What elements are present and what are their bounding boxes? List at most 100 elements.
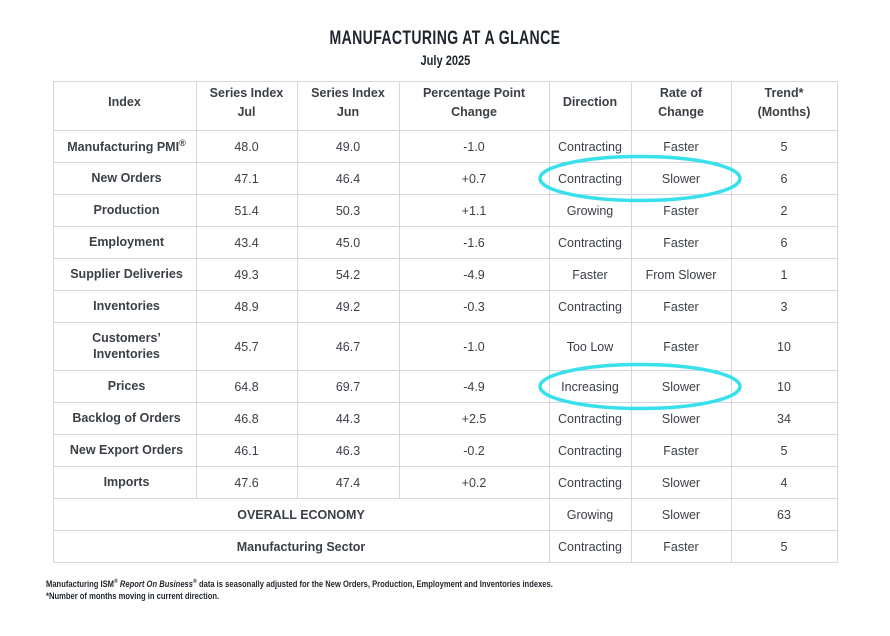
- cell-jun: 69.7: [296, 370, 400, 403]
- index-label: Supplier Deliveries: [52, 258, 197, 291]
- cell-trend: 10: [730, 322, 838, 371]
- cell-direction: Increasing: [548, 370, 632, 403]
- cell-change: +0.2: [398, 466, 550, 499]
- cell-jun: 49.0: [296, 130, 400, 163]
- cell-trend: 6: [730, 226, 838, 259]
- cell-trend: 34: [730, 402, 838, 435]
- table-row-new-orders: New Orders 47.1 46.4 +0.7 Contracting Slower 6: [52, 162, 838, 195]
- index-label: Prices: [52, 370, 197, 403]
- cell-jul: 45.7: [195, 322, 298, 371]
- table-row-customers-inventories: Customers’ Inventories 45.7 46.7 -1.0 Too Lo…: [52, 322, 838, 371]
- table-row-new-export-orders: New Export Orders 46.1 46.3 -0.2 Contracting…: [52, 434, 838, 467]
- cell-jul: 49.3: [195, 258, 298, 291]
- col-header-series-index-jul: Series Index Jul: [195, 81, 298, 131]
- cell-direction: Growing: [548, 498, 632, 531]
- cell-trend: 63: [730, 498, 838, 531]
- cell-jun: 46.7: [296, 322, 400, 371]
- cell-jul: 46.1: [195, 434, 298, 467]
- table-row-supplier-deliveries: Supplier Deliveries 49.3 54.2 -4.9 Faster Fro…: [52, 258, 838, 291]
- cell-trend: 5: [730, 434, 838, 467]
- col-header-percentage-point-change: Percentage Point Change: [398, 81, 550, 131]
- cell-trend: 10: [730, 370, 838, 403]
- footnotes: Manufacturing ISM® Report On Business® d…: [0, 576, 890, 603]
- cell-jun: 46.4: [296, 162, 400, 195]
- cell-change: -0.3: [398, 290, 550, 323]
- cell-change: -1.6: [398, 226, 550, 259]
- cell-rate: Faster: [630, 226, 732, 259]
- cell-direction: Contracting: [548, 290, 632, 323]
- cell-direction: Growing: [548, 194, 632, 227]
- cell-change: -4.9: [398, 258, 550, 291]
- cell-rate: Slower: [630, 162, 732, 195]
- page-title: MANUFACTURING AT A GLANCE: [329, 28, 561, 49]
- cell-trend: 2: [730, 194, 838, 227]
- footnote-source: Manufacturing ISM® Report On Business® d…: [46, 578, 553, 591]
- table-row-prices: Prices 64.8 69.7 -4.9 Increasing Slower 10: [52, 370, 838, 403]
- cell-trend: 3: [730, 290, 838, 323]
- cell-jul: 46.8: [195, 402, 298, 435]
- table-header-row: Index Series Index Jul Series Index Jun Perce…: [52, 81, 838, 131]
- cell-change: -1.0: [398, 130, 550, 163]
- table-row-backlog-of-orders: Backlog of Orders 46.8 44.3 +2.5 Contracting…: [52, 402, 838, 435]
- cell-jul: 47.1: [195, 162, 298, 195]
- index-label: Production: [52, 194, 197, 227]
- cell-rate: Faster: [630, 530, 732, 563]
- cell-change: +0.7: [398, 162, 550, 195]
- footnote-trend-note: *Number of months moving in current dire…: [46, 591, 220, 603]
- table-row-production: Production 51.4 50.3 +1.1 Growing Faster 2: [52, 194, 838, 227]
- cell-direction: Contracting: [548, 402, 632, 435]
- cell-jun: 50.3: [296, 194, 400, 227]
- index-label: Imports: [52, 466, 197, 499]
- cell-change: +1.1: [398, 194, 550, 227]
- table-row-manufacturing-pmi: Manufacturing PMI® 48.0 49.0 -1.0 Contractin…: [52, 130, 838, 163]
- cell-trend: 6: [730, 162, 838, 195]
- summary-label: OVERALL ECONOMY: [52, 498, 550, 531]
- cell-jun: 46.3: [296, 434, 400, 467]
- cell-change: +2.5: [398, 402, 550, 435]
- cell-rate: Faster: [630, 194, 732, 227]
- col-header-direction: Direction: [548, 81, 632, 131]
- index-label: Inventories: [52, 290, 197, 323]
- cell-rate: Slower: [630, 370, 732, 403]
- index-label: New Orders: [52, 162, 197, 195]
- cell-jul: 48.0: [195, 130, 298, 163]
- cell-direction: Contracting: [548, 466, 632, 499]
- cell-rate: Faster: [630, 322, 732, 371]
- table-row-inventories: Inventories 48.9 49.2 -0.3 Contracting Faster…: [52, 290, 838, 323]
- index-label: Customers’ Inventories: [52, 322, 197, 371]
- col-header-index: Index: [52, 81, 197, 131]
- col-header-trend-months: Trend* (Months): [730, 81, 838, 131]
- table-row-imports: Imports 47.6 47.4 +0.2 Contracting Slower 4: [52, 466, 838, 499]
- cell-trend: 5: [730, 130, 838, 163]
- table-row-employment: Employment 43.4 45.0 -1.6 Contracting Faster 6: [52, 226, 838, 259]
- cell-jun: 54.2: [296, 258, 400, 291]
- cell-rate: From Slower: [630, 258, 732, 291]
- cell-trend: 4: [730, 466, 838, 499]
- summary-row-manufacturing-sector: Manufacturing Sector Contracting Faster 5: [52, 530, 838, 563]
- cell-jul: 48.9: [195, 290, 298, 323]
- index-label: Manufacturing PMI®: [52, 130, 197, 163]
- cell-direction: Contracting: [548, 226, 632, 259]
- col-header-series-index-jun: Series Index Jun: [296, 81, 400, 131]
- summary-row-overall-economy: OVERALL ECONOMY Growing Slower 63: [52, 498, 838, 531]
- cell-jul: 47.6: [195, 466, 298, 499]
- index-label: Employment: [52, 226, 197, 259]
- cell-trend: 1: [730, 258, 838, 291]
- cell-jun: 44.3: [296, 402, 400, 435]
- cell-direction: Contracting: [548, 162, 632, 195]
- page-subtitle: July 2025: [420, 53, 470, 68]
- col-header-rate-of-change: Rate of Change: [630, 81, 732, 131]
- index-label: Backlog of Orders: [52, 402, 197, 435]
- cell-rate: Slower: [630, 466, 732, 499]
- cell-jun: 45.0: [296, 226, 400, 259]
- cell-jul: 43.4: [195, 226, 298, 259]
- cell-jul: 51.4: [195, 194, 298, 227]
- cell-direction: Contracting: [548, 434, 632, 467]
- cell-rate: Faster: [630, 290, 732, 323]
- cell-direction: Too Low: [548, 322, 632, 371]
- cell-rate: Faster: [630, 434, 732, 467]
- cell-direction: Contracting: [548, 130, 632, 163]
- cell-rate: Faster: [630, 130, 732, 163]
- index-label: New Export Orders: [52, 434, 197, 467]
